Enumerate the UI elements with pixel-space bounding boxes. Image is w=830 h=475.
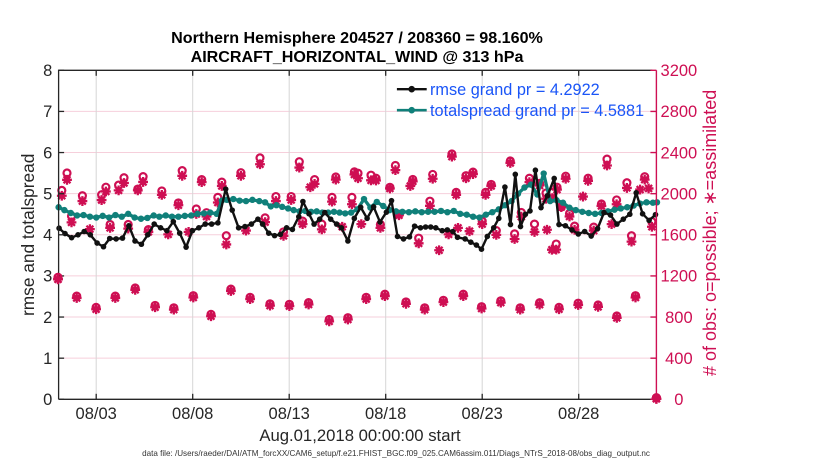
svg-text:08/13: 08/13 [269, 405, 310, 423]
svg-text:2000: 2000 [661, 185, 698, 203]
svg-text:08/18: 08/18 [365, 405, 406, 423]
svg-text:6: 6 [43, 144, 52, 162]
svg-text:400: 400 [665, 350, 693, 368]
svg-text:2: 2 [43, 309, 52, 327]
svg-text:08/08: 08/08 [172, 405, 213, 423]
svg-text:3200: 3200 [661, 62, 698, 80]
svg-text:Northern Hemisphere 204527 / 2: Northern Hemisphere 204527 / 208360 = 98… [171, 29, 543, 47]
svg-text:# of obs: o=possible; ∗=assimi: # of obs: o=possible; ∗=assimilated [700, 90, 720, 376]
svg-text:Aug.01,2018 00:00:00 start: Aug.01,2018 00:00:00 start [259, 426, 461, 445]
svg-text:totalspread grand pr = 4.5881: totalspread grand pr = 4.5881 [430, 102, 644, 120]
svg-text:AIRCRAFT_HORIZONTAL_WIND @ 313: AIRCRAFT_HORIZONTAL_WIND @ 313 hPa [191, 48, 525, 66]
svg-text:800: 800 [665, 309, 693, 327]
svg-text:0: 0 [43, 391, 52, 409]
svg-text:1600: 1600 [661, 227, 698, 245]
svg-text:0: 0 [674, 391, 683, 409]
svg-text:8: 8 [43, 62, 52, 80]
svg-text:5: 5 [43, 185, 52, 203]
svg-text:data file: /Users/raeder/DAI/A: data file: /Users/raeder/DAI/ATM_forcXX/… [142, 449, 650, 458]
svg-text:rmse grand pr = 4.2922: rmse grand pr = 4.2922 [430, 81, 600, 99]
svg-text:4: 4 [43, 227, 52, 245]
svg-text:08/28: 08/28 [558, 405, 599, 423]
svg-text:7: 7 [43, 103, 52, 121]
svg-text:2800: 2800 [661, 103, 698, 121]
svg-text:08/23: 08/23 [462, 405, 503, 423]
svg-text:3: 3 [43, 268, 52, 286]
svg-text:08/03: 08/03 [76, 405, 117, 423]
svg-text:2400: 2400 [661, 144, 698, 162]
svg-text:1: 1 [43, 350, 52, 368]
svg-text:1200: 1200 [661, 268, 698, 286]
svg-text:rmse and totalspread: rmse and totalspread [18, 154, 38, 316]
